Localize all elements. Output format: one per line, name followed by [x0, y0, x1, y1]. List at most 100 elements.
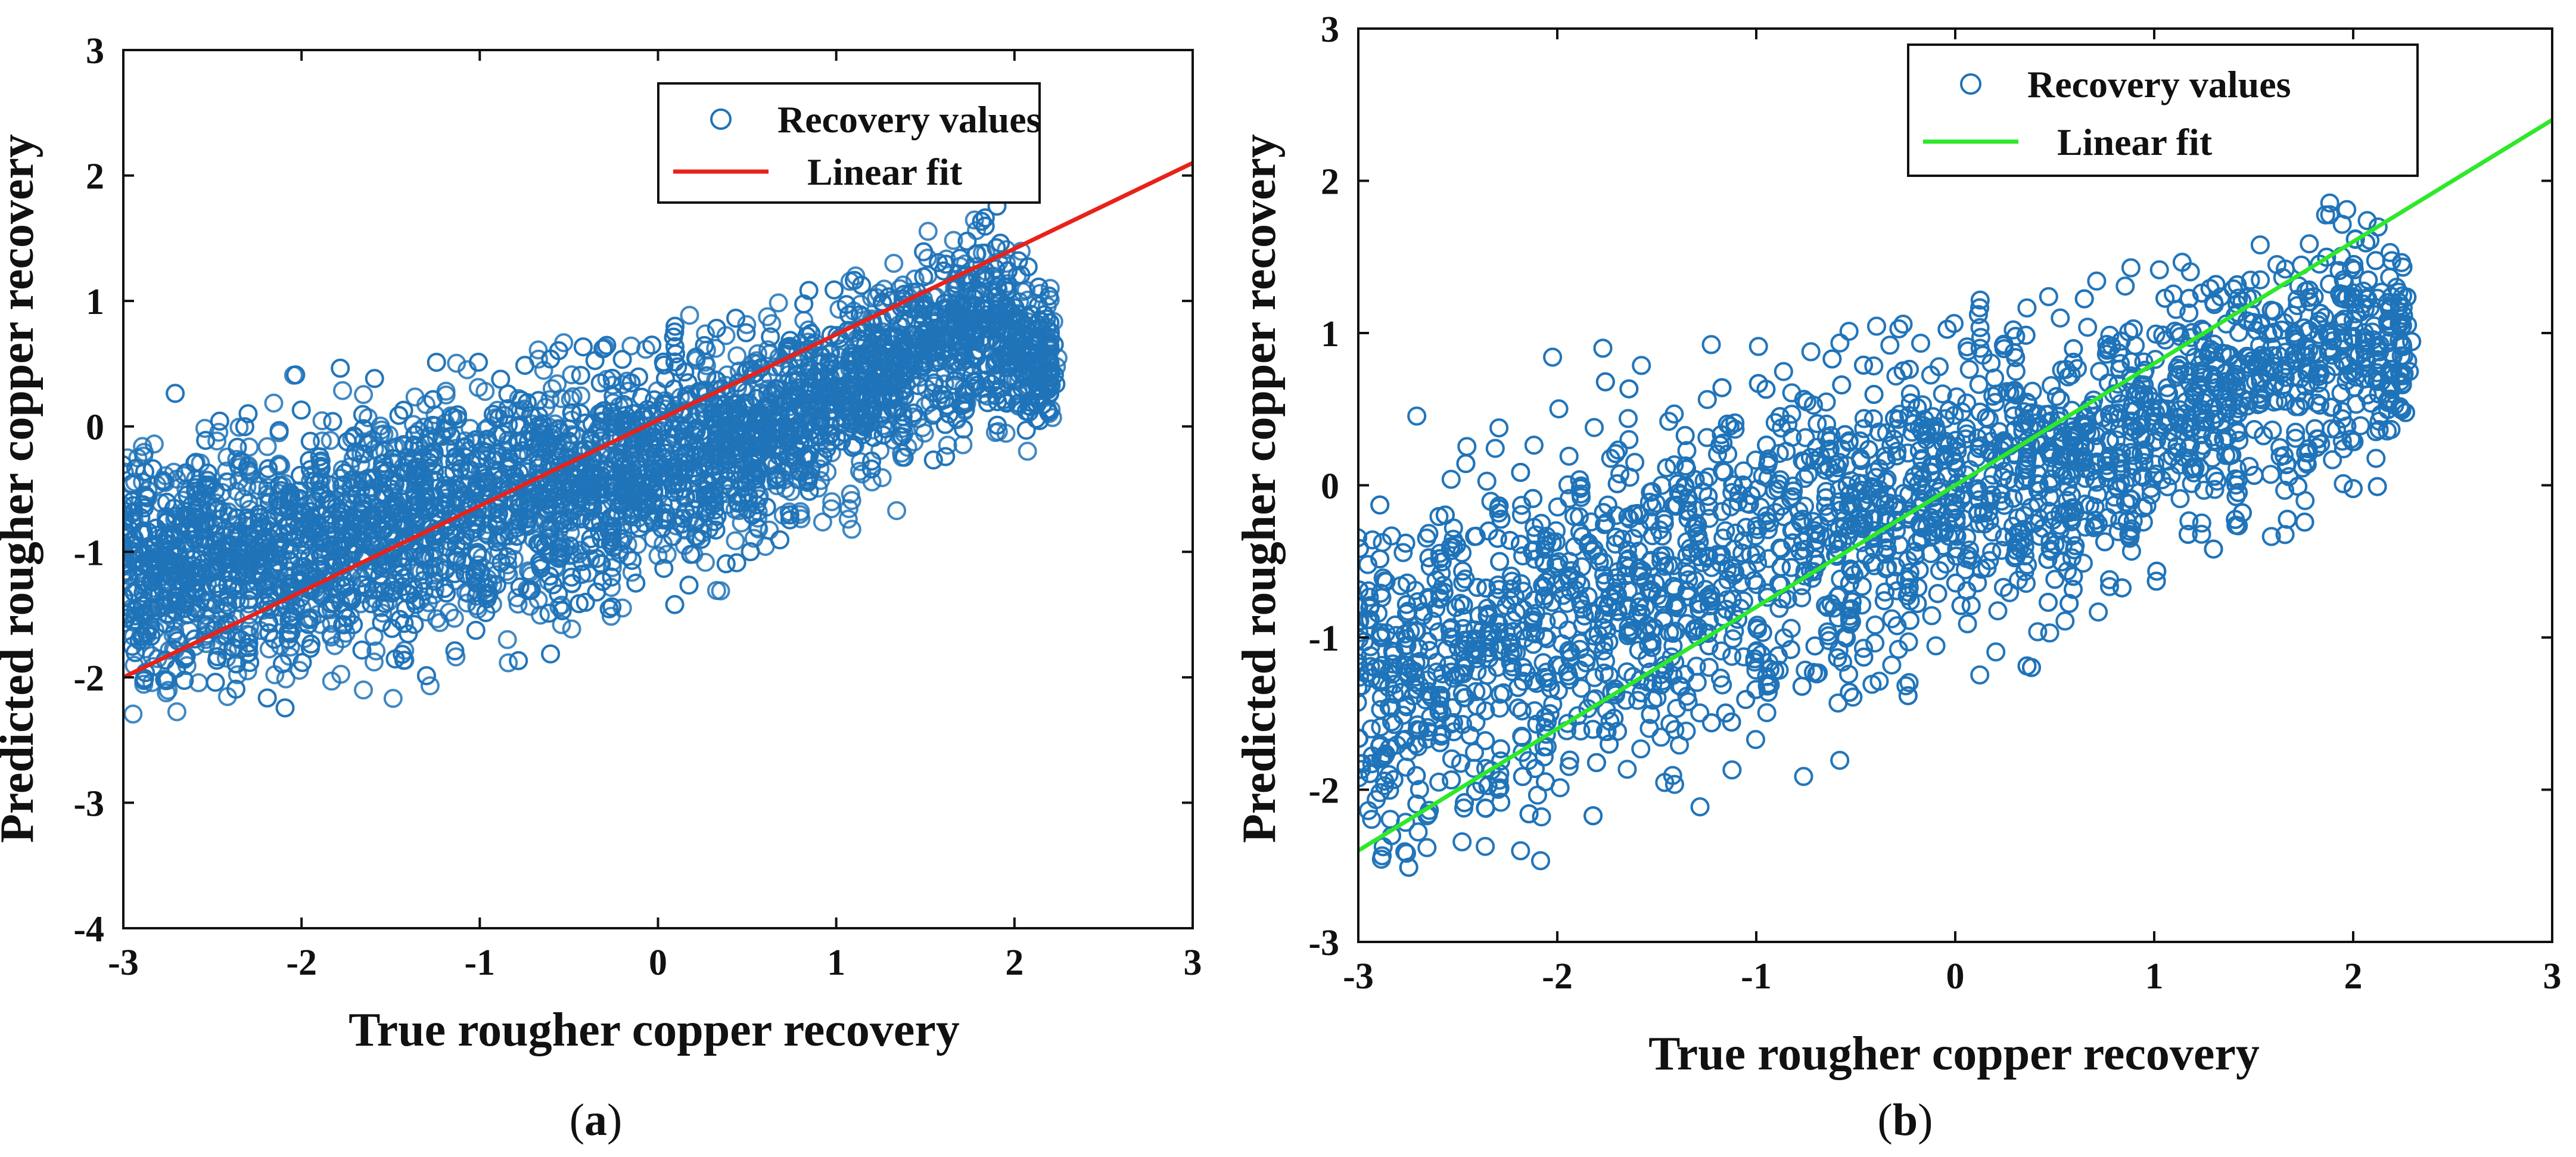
data-point — [174, 466, 194, 486]
data-point — [820, 417, 840, 437]
data-point — [528, 340, 548, 360]
data-point — [275, 698, 295, 718]
data-point — [264, 393, 284, 413]
data-point — [575, 592, 595, 612]
data-point — [445, 564, 465, 583]
data-point — [780, 505, 799, 525]
data-point — [141, 616, 160, 636]
data-point — [427, 353, 446, 372]
data-point — [466, 561, 486, 580]
data-point — [825, 280, 844, 300]
data-point — [832, 399, 852, 419]
data-point — [572, 565, 592, 584]
data-point — [469, 353, 488, 372]
data-point — [541, 644, 561, 664]
data-point — [342, 428, 362, 448]
data-point — [461, 419, 480, 438]
data-point — [541, 349, 561, 369]
data-point — [991, 234, 1010, 253]
data-point — [291, 400, 311, 420]
data-point — [394, 614, 414, 633]
data-point — [365, 369, 384, 388]
data-point — [226, 628, 246, 648]
data-point — [599, 599, 619, 618]
data-point — [238, 643, 257, 663]
data-point — [1018, 257, 1038, 276]
data-point — [278, 630, 298, 649]
data-point — [156, 671, 176, 691]
data-point — [769, 437, 788, 457]
data-point — [353, 471, 372, 490]
data-point — [447, 353, 466, 373]
data-point — [542, 516, 561, 536]
data-point — [310, 527, 330, 546]
data-point — [975, 266, 995, 285]
data-point — [273, 654, 292, 674]
data-point — [887, 501, 907, 521]
data-point — [164, 525, 183, 545]
data-point — [717, 460, 736, 480]
data-point — [465, 512, 484, 532]
data-point — [696, 552, 715, 572]
data-point — [821, 380, 841, 400]
data-point — [202, 543, 222, 563]
data-point — [310, 472, 329, 492]
data-point — [571, 366, 590, 385]
data-point — [1029, 277, 1049, 297]
data-point — [791, 509, 811, 528]
data-point — [510, 577, 530, 597]
data-point — [615, 410, 634, 430]
data-point — [366, 641, 386, 661]
data-point — [892, 380, 912, 399]
data-point — [389, 406, 409, 425]
data-point — [602, 558, 622, 577]
data-point — [195, 419, 214, 438]
data-point — [944, 299, 963, 319]
data-point — [337, 432, 357, 452]
data-point — [497, 630, 517, 649]
data-point — [135, 498, 154, 518]
data-point — [664, 459, 684, 478]
data-point — [954, 336, 974, 356]
data-point — [487, 575, 506, 595]
data-point — [301, 502, 321, 521]
data-point — [394, 568, 414, 587]
data-point — [333, 475, 353, 495]
data-point — [207, 431, 227, 451]
data-point — [424, 442, 444, 462]
data-point — [228, 665, 247, 685]
data-point — [536, 441, 555, 461]
data-point — [841, 484, 860, 504]
data-point — [841, 350, 861, 370]
data-point — [239, 437, 259, 457]
data-point — [821, 343, 841, 363]
data-point — [997, 393, 1016, 413]
data-point — [799, 445, 819, 465]
data-point — [164, 499, 183, 518]
data-point — [892, 427, 912, 446]
data-point — [951, 396, 971, 415]
data-point — [997, 253, 1016, 273]
data-point — [985, 352, 1005, 372]
data-point — [810, 459, 830, 478]
data-point — [629, 367, 648, 387]
data-point — [766, 379, 785, 399]
data-point — [178, 584, 197, 604]
data-point — [986, 259, 1006, 279]
data-point — [477, 589, 497, 609]
data-point — [259, 542, 279, 562]
data-point — [707, 319, 726, 338]
data-point — [375, 594, 394, 614]
data-point — [562, 619, 581, 639]
data-point — [583, 479, 603, 499]
data-point — [141, 627, 161, 646]
data-point — [372, 420, 391, 440]
data-point — [420, 676, 440, 696]
data-point — [612, 350, 632, 369]
data-point — [335, 464, 354, 483]
data-point — [156, 573, 176, 593]
data-point — [281, 607, 301, 627]
data-point — [415, 483, 434, 502]
data-point — [164, 556, 184, 576]
data-point — [1028, 327, 1048, 347]
